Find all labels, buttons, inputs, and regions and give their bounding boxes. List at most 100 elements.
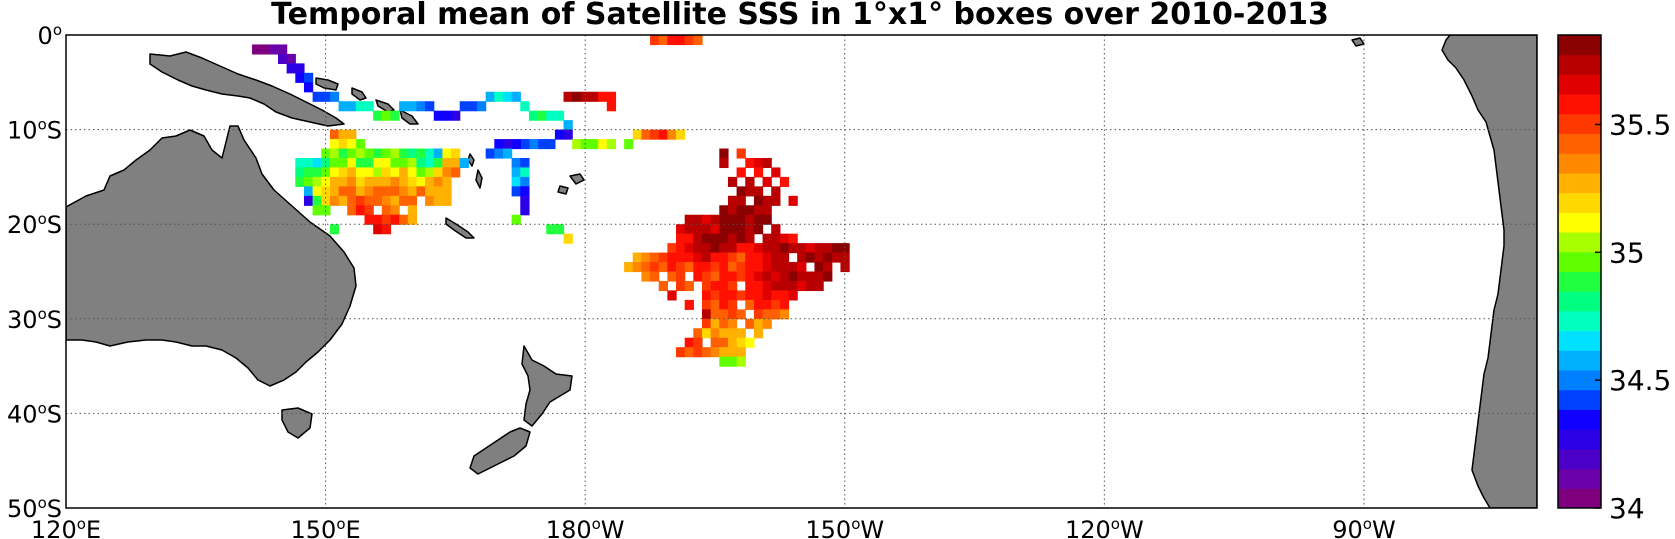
sss-cell [693,233,703,244]
sss-cell [364,195,374,206]
sss-cell [520,186,530,197]
sss-cell [753,252,764,263]
sss-cell [745,214,755,225]
sss-cell [381,195,392,206]
sss-cell [753,167,764,178]
sss-cell [676,347,686,358]
sss-cell [831,252,842,263]
sss-cell [693,214,703,225]
land-tasmania [281,407,313,439]
sss-cell [286,63,296,74]
sss-cell [719,252,729,263]
sss-cell [425,167,435,178]
sss-cell [347,129,357,140]
sss-cell [355,157,366,169]
sss-cell [753,186,764,197]
sss-cell [805,271,816,282]
sss-cell [511,176,521,187]
sss-cell [433,186,443,197]
sss-cell [338,157,348,169]
sss-cell [771,243,781,254]
sss-cell [373,157,383,169]
sss-cell [520,176,530,187]
colorbar-swatch [1558,35,1601,56]
sss-cell [676,280,686,292]
sss-cell [831,243,842,254]
sss-cell [511,186,521,197]
sss-cell [563,233,573,244]
sss-cell [641,271,651,282]
land-new-guinea [149,51,345,127]
sss-cell [390,195,400,206]
sss-cell [416,167,426,178]
sss-cell [779,280,790,292]
sss-cell [676,271,686,282]
sss-cell [684,35,694,46]
latitude-tick-label: 50oS [7,494,62,523]
sss-cell [451,110,461,121]
sss-cell [399,167,409,178]
sss-cell [321,148,331,159]
sss-cell [727,271,738,282]
sss-cell [511,139,521,150]
sss-cell [736,148,746,159]
sss-cell [433,110,443,121]
sss-cell [788,195,798,206]
sss-cell [745,157,755,169]
sss-cell [736,356,746,367]
sss-cell [701,214,712,225]
sss-cell [719,233,729,244]
sss-cell [779,262,790,273]
sss-cell [537,110,547,121]
sss-cell [528,110,539,121]
sss-cell [701,318,712,329]
sss-cell [736,224,746,235]
sss-cell [745,176,755,187]
sss-cell [303,72,314,83]
sss-cell [381,176,392,187]
colorbar-swatch [1558,113,1601,135]
sss-cell [442,157,452,169]
sss-cell [753,290,764,301]
sss-cell [719,205,729,216]
colorbar-swatch [1558,54,1601,75]
colorbar-swatch [1558,468,1601,489]
sss-cell [684,233,694,244]
sss-cell [451,167,461,178]
sss-cell [727,309,738,320]
colorbar-swatch [1558,192,1601,213]
map-area [66,35,1537,508]
sss-cell [727,328,738,339]
sss-cell [606,139,617,150]
sss-cell [771,252,781,263]
sss-cell [710,271,720,282]
sss-cell [312,157,322,169]
sss-cell [381,224,392,235]
sss-cell [710,328,720,339]
sss-cell [598,139,608,150]
sss-cell [563,120,573,131]
sss-cell [719,280,729,292]
sss-cell [667,129,677,140]
sss-cell [676,262,686,273]
sss-cell [762,243,772,254]
sss-cell [312,195,322,206]
colorbar-swatch [1558,212,1601,233]
sss-cell [788,233,798,244]
sss-cell [355,205,366,216]
sss-cell [658,262,668,273]
sss-cell [762,157,772,169]
sss-cell [511,157,521,169]
sss-cell [407,195,418,206]
longitude-ticks: 120oE 150oE 180oW 150oW 120oW 90oW [31,515,1396,539]
latitude-tick-label: 0o [38,21,62,50]
sss-cell [554,129,565,140]
sss-cell [520,101,530,112]
sss-cell [451,157,461,169]
sss-cell [589,91,599,102]
sss-heatmap [252,35,850,367]
sss-cell [771,299,781,310]
sss-cell [433,195,443,206]
sss-cell [719,309,729,320]
